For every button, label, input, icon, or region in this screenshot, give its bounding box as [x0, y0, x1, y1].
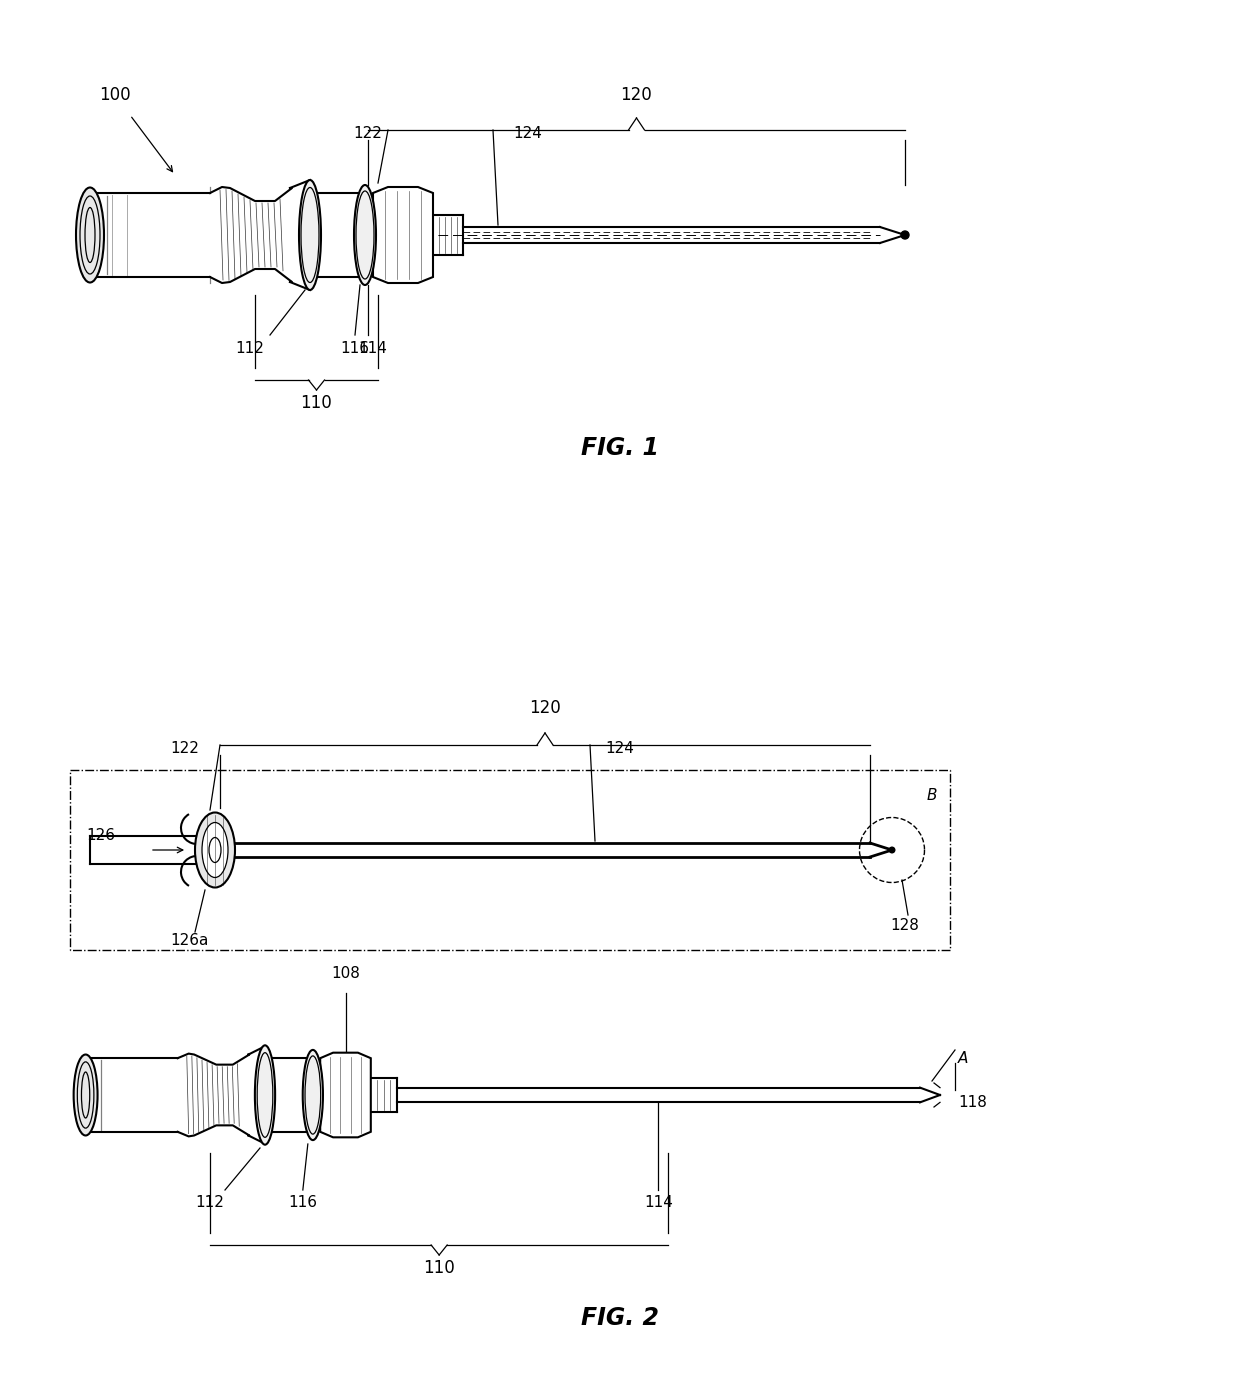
Text: 100: 100: [99, 86, 130, 104]
Text: 112: 112: [196, 1195, 224, 1210]
Text: 120: 120: [529, 699, 560, 717]
Text: FIG. 1: FIG. 1: [582, 437, 658, 460]
Ellipse shape: [195, 812, 236, 887]
Text: 122: 122: [353, 126, 382, 141]
Text: 116: 116: [341, 341, 370, 356]
Text: 124: 124: [605, 742, 634, 755]
Ellipse shape: [202, 822, 228, 877]
Text: 118: 118: [959, 1095, 987, 1110]
Ellipse shape: [76, 187, 104, 283]
Circle shape: [901, 231, 909, 238]
Text: 114: 114: [644, 1195, 673, 1210]
Text: 122: 122: [171, 742, 200, 755]
Text: 120: 120: [621, 86, 652, 104]
Text: B: B: [926, 789, 937, 802]
Text: 116: 116: [289, 1195, 317, 1210]
Ellipse shape: [353, 184, 376, 286]
Text: 126a: 126a: [171, 933, 210, 948]
Text: 114: 114: [358, 341, 387, 356]
Text: FIG. 2: FIG. 2: [582, 1306, 658, 1331]
Circle shape: [889, 847, 895, 854]
Polygon shape: [373, 187, 433, 283]
Text: 124: 124: [513, 126, 542, 141]
Text: 108: 108: [331, 966, 360, 981]
Ellipse shape: [303, 1051, 322, 1141]
Ellipse shape: [299, 180, 321, 290]
Text: A: A: [959, 1051, 968, 1066]
Ellipse shape: [255, 1045, 275, 1145]
Text: 112: 112: [236, 341, 264, 356]
Text: 110: 110: [423, 1258, 455, 1277]
Text: 126: 126: [86, 827, 115, 843]
Bar: [69, 771, 950, 949]
Ellipse shape: [73, 1055, 98, 1135]
Polygon shape: [320, 1053, 371, 1138]
Text: 110: 110: [300, 394, 332, 412]
Text: 128: 128: [890, 918, 919, 933]
